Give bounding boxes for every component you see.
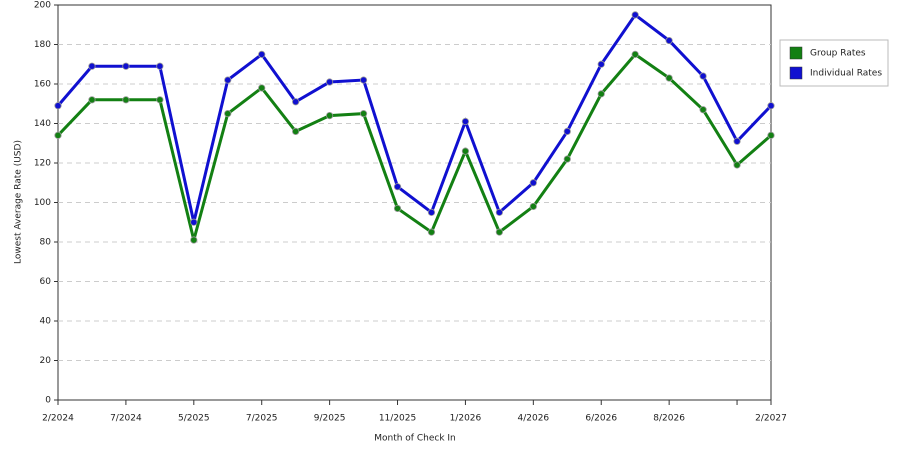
point bbox=[292, 98, 300, 106]
y-tick-label: 20 bbox=[40, 356, 52, 366]
point bbox=[461, 147, 470, 155]
point bbox=[563, 155, 571, 163]
x-tick-label: 7/2025 bbox=[246, 414, 278, 424]
point bbox=[224, 76, 232, 84]
legend-swatch bbox=[789, 66, 803, 80]
y-tick-label: 140 bbox=[34, 119, 51, 129]
x-axis-label: Month of Check In bbox=[374, 434, 456, 444]
point bbox=[427, 208, 436, 216]
y-tick-label: 80 bbox=[40, 238, 52, 248]
point bbox=[427, 228, 436, 236]
point bbox=[224, 110, 232, 118]
x-tick-label: 4/2026 bbox=[517, 414, 549, 424]
point bbox=[393, 204, 402, 213]
x-tick-label: 1/2026 bbox=[450, 414, 482, 424]
point bbox=[258, 50, 266, 58]
point bbox=[563, 127, 571, 135]
legend-swatch bbox=[789, 46, 803, 60]
point bbox=[529, 179, 537, 187]
point bbox=[495, 208, 503, 216]
y-tick-label: 180 bbox=[34, 40, 51, 50]
x-tick-label: 7/2024 bbox=[110, 414, 142, 424]
y-tick-label: 160 bbox=[34, 80, 51, 90]
point bbox=[665, 36, 673, 45]
y-tick-label: 0 bbox=[45, 396, 51, 406]
y-axis-label: Lowest Average Rate (USD) bbox=[14, 140, 24, 264]
point bbox=[631, 50, 639, 58]
series-line bbox=[56, 12, 773, 223]
x-tick-label: 9/2025 bbox=[314, 414, 346, 424]
point bbox=[190, 218, 198, 226]
point bbox=[156, 96, 164, 104]
point bbox=[733, 137, 741, 145]
point bbox=[393, 183, 402, 191]
y-tick-label: 40 bbox=[40, 317, 52, 327]
x-tick-label: 11/2025 bbox=[379, 414, 416, 424]
point bbox=[326, 112, 334, 120]
legend-label: Group Rates bbox=[810, 49, 866, 59]
point bbox=[631, 11, 639, 19]
x-tick-label: 8/2026 bbox=[653, 414, 685, 424]
y-tick-label: 200 bbox=[34, 1, 51, 11]
point bbox=[699, 106, 707, 114]
point bbox=[529, 202, 537, 211]
point bbox=[54, 102, 62, 110]
point bbox=[461, 117, 470, 126]
point bbox=[597, 60, 605, 68]
point bbox=[122, 96, 130, 104]
point bbox=[359, 110, 368, 118]
point bbox=[495, 228, 503, 236]
point bbox=[258, 84, 266, 92]
point bbox=[88, 62, 96, 70]
point bbox=[190, 236, 198, 244]
x-tick-label: 6/2026 bbox=[585, 414, 617, 424]
point bbox=[292, 127, 300, 135]
x-tick-label: 2/2027 bbox=[755, 414, 787, 424]
point bbox=[733, 161, 741, 169]
point bbox=[597, 90, 605, 98]
point bbox=[156, 62, 164, 70]
legend-label: Individual Rates bbox=[810, 69, 882, 79]
point bbox=[122, 62, 130, 70]
point bbox=[359, 76, 368, 84]
y-tick-label: 100 bbox=[34, 198, 51, 208]
point bbox=[767, 131, 775, 139]
y-tick-label: 60 bbox=[40, 277, 52, 287]
y-tick-label: 120 bbox=[34, 159, 51, 169]
point bbox=[88, 96, 96, 104]
x-tick-label: 2/2024 bbox=[42, 414, 74, 424]
point bbox=[326, 78, 334, 86]
point bbox=[767, 102, 775, 110]
point bbox=[54, 131, 62, 139]
point bbox=[699, 72, 707, 80]
point bbox=[665, 74, 673, 82]
series-line bbox=[56, 52, 772, 241]
x-tick-label: 5/2025 bbox=[178, 414, 210, 424]
